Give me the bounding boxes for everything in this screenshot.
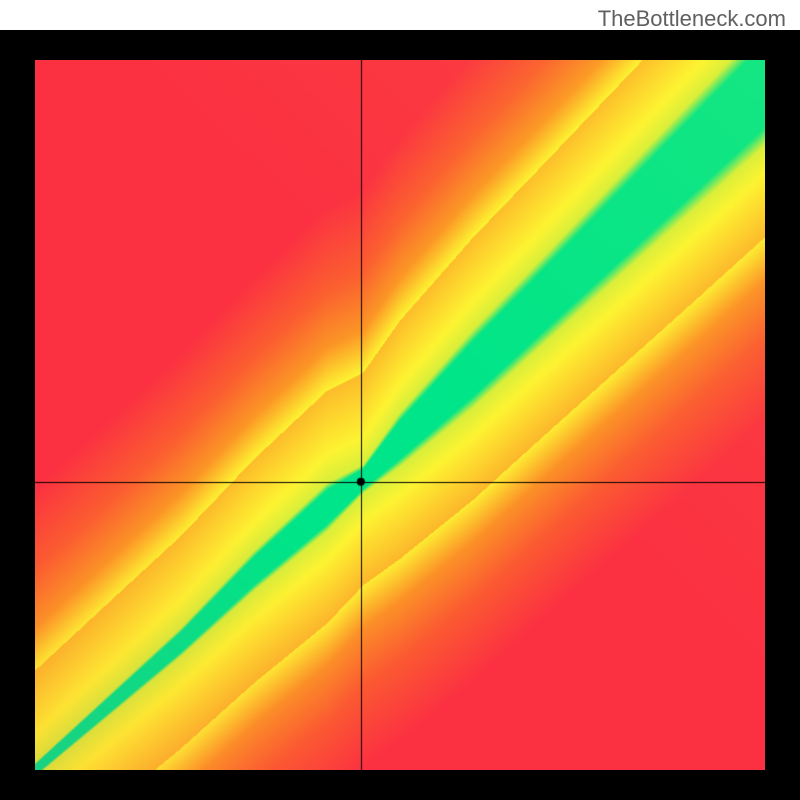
watermark-text: TheBottleneck.com <box>598 6 786 32</box>
chart-container: TheBottleneck.com <box>0 0 800 800</box>
crosshair-overlay-canvas <box>35 60 765 770</box>
